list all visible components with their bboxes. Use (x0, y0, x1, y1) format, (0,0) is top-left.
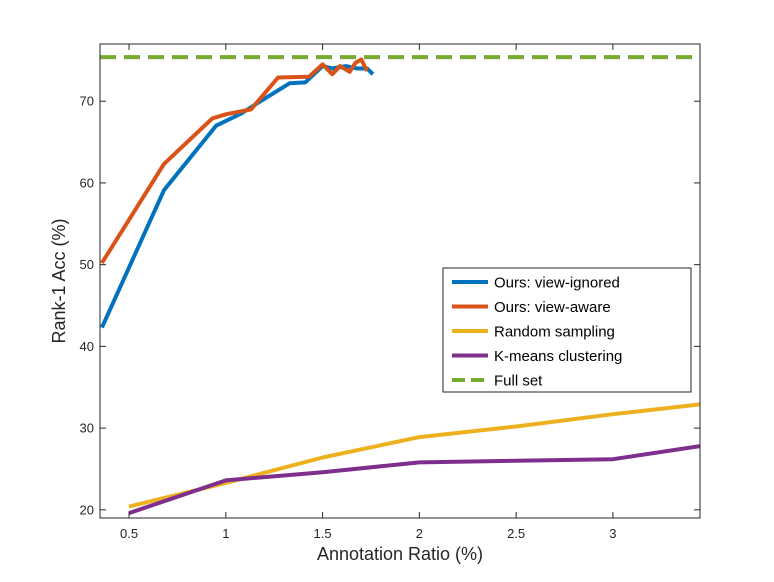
series-line-k-means-clustering (128, 444, 701, 515)
y-axis-label: Rank-1 Acc (%) (49, 218, 69, 343)
y-tick-label: 20 (80, 502, 94, 517)
series-line-ours-view-ignored (100, 64, 375, 329)
series-layer (100, 55, 701, 515)
y-tick-label: 30 (80, 421, 94, 436)
legend-entry-label: Random sampling (494, 324, 615, 341)
x-tick-label: 3 (609, 526, 616, 541)
legend-entry-label: K-means clustering (494, 348, 622, 365)
series-line-random-sampling (128, 402, 701, 509)
legend-entry-label: Full set (494, 373, 543, 390)
y-tick-label: 40 (80, 339, 94, 354)
x-axis-label: Annotation Ratio (%) (317, 544, 483, 564)
x-tick-label: 2.5 (507, 526, 525, 541)
legend-entry-label: Ours: view-aware (494, 299, 611, 316)
x-tick-label: 2 (416, 526, 423, 541)
plot-frame (99, 43, 701, 519)
x-tick-label: 1.5 (314, 526, 332, 541)
y-tick-label: 50 (80, 257, 94, 272)
legend-entry-label: Ours: view-ignored (494, 275, 620, 292)
x-tick-label: 0.5 (120, 526, 138, 541)
ticks-layer: 0.5 1 1.5 2 2.5 3 20 30 40 50 60 70 (80, 44, 700, 541)
x-tick-label: 1 (222, 526, 229, 541)
y-tick-label: 60 (80, 175, 94, 190)
series-line-ours-view-aware (100, 57, 369, 265)
legend: Ours: view-ignored Ours: view-aware Random… (442, 267, 692, 393)
y-tick-label: 70 (80, 94, 94, 109)
